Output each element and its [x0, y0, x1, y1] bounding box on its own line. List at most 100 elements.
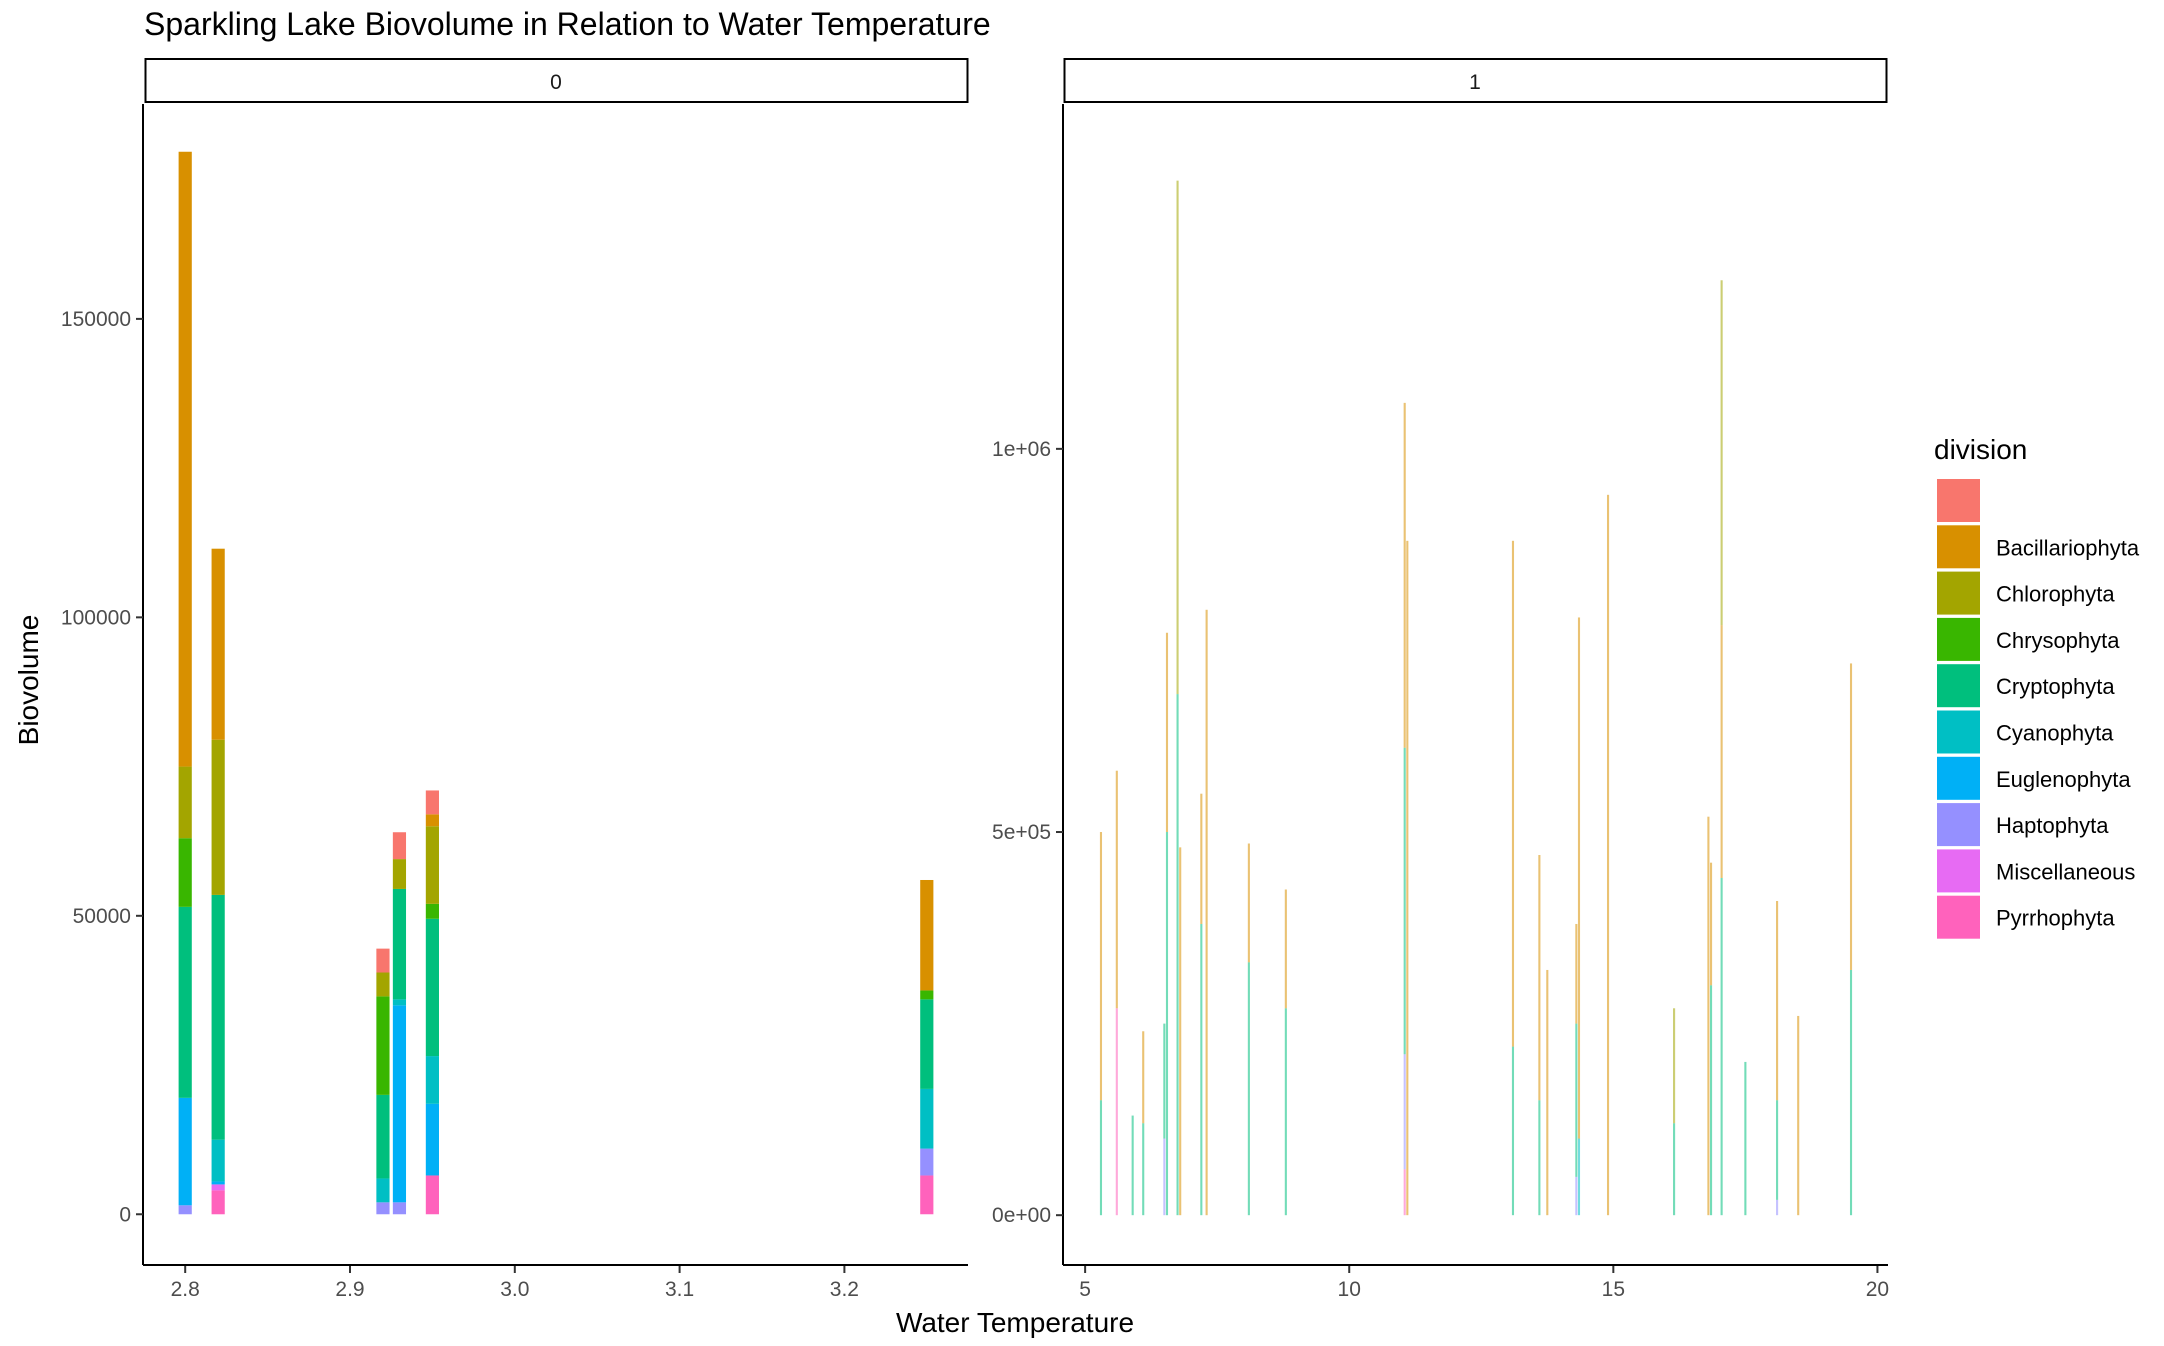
panel-1-bars	[1099, 180, 1853, 1216]
bar-segment-cryptophyta	[1538, 1100, 1541, 1216]
bar-segment-bacillariophyta	[211, 548, 225, 740]
legend-swatch	[1937, 479, 1980, 522]
chart-title: Sparkling Lake Biovolume in Relation to …	[144, 6, 991, 42]
facet-strip-0	[144, 58, 969, 103]
bar-segment-chlorophyta	[376, 972, 390, 997]
bar-segment-chrysophyta	[425, 903, 439, 919]
bar-segment-chlorophyta	[425, 826, 439, 904]
x-axis-title: Water Temperature	[896, 1307, 1134, 1338]
bar-segment-cryptophyta	[1720, 878, 1723, 1216]
legend-label: Cryptophyta	[1996, 674, 2115, 699]
bar-segment-bacillariophyta	[1849, 663, 1853, 970]
bar-segment-unlabeled	[376, 948, 390, 973]
bar-segment-bacillariophyta	[1200, 793, 1203, 924]
legend-label: Pyrrhophyta	[1996, 906, 2115, 931]
bar-segment-bacillariophyta	[425, 814, 439, 827]
bar-segment-bacillariophyta	[1284, 889, 1287, 1009]
bar-segment-cryptophyta	[1776, 1100, 1779, 1200]
bar-segment-cyanophyta	[392, 999, 407, 1006]
bar-segment-cryptophyta	[1142, 1123, 1145, 1216]
bar-segment-cryptophyta	[1099, 1100, 1103, 1216]
bar-segment-pyrrhophyta	[211, 1190, 225, 1215]
bar-segment-cryptophyta	[1511, 1046, 1515, 1216]
facet-strip-label-0: 0	[550, 71, 562, 94]
y-tick-label: 50000	[73, 905, 131, 928]
bar-segment-bacillariophyta	[1546, 969, 1549, 1216]
legend-label: Chlorophyta	[1996, 582, 2115, 607]
bar-segment-cryptophyta	[425, 918, 439, 1057]
legend-swatch	[1937, 664, 1980, 708]
bar-segment-bacillariophyta	[1179, 847, 1182, 1216]
bar-segment-chlorophyta	[1673, 1008, 1676, 1124]
legend-swatch	[1937, 571, 1980, 615]
bar-segment-cryptophyta	[211, 894, 225, 1140]
bar-segment-haptophyta	[1403, 1054, 1406, 1170]
bar-segment-cryptophyta	[1165, 832, 1169, 1216]
bar-segment-cyanophyta	[425, 1056, 439, 1104]
legend-label: Chrysophyta	[1996, 628, 2120, 653]
bar-segment-haptophyta	[178, 1205, 192, 1215]
bar-segment-bacillariophyta	[1538, 855, 1541, 1101]
bar-segment-pyrrhophyta	[920, 1175, 934, 1215]
bar-segment-chlorophyta	[211, 739, 225, 895]
bar-segment-pyrrhophyta	[425, 1175, 439, 1215]
facet-panel-1: 1 0e+00 5e+05 1e+06 5 10 15 20	[992, 58, 1889, 1301]
x-tick-label: 3.0	[500, 1278, 529, 1301]
bar-segment-chrysophyta	[376, 996, 390, 1095]
bar-segment-cryptophyta	[920, 999, 934, 1089]
bar-segment-chlorophyta	[1176, 180, 1179, 695]
bar-segment-cryptophyta	[1247, 962, 1250, 1216]
bar-segment-chrysophyta	[178, 838, 192, 907]
bar-segment-bacillariophyta	[1606, 494, 1610, 1216]
y-tick-label: 150000	[61, 308, 131, 331]
bar-segment-cryptophyta	[1673, 1123, 1676, 1216]
bar-segment-euglenophyta	[178, 1097, 192, 1206]
bar-segment-bacillariophyta	[1165, 632, 1169, 833]
legend-swatch	[1937, 803, 1980, 847]
legend-items: Bacillariophyta Chlorophyta Chrysophyta Cry…	[1937, 479, 2140, 939]
y-tick-label: 0e+00	[992, 1204, 1051, 1227]
bar-segment-bacillariophyta	[1511, 540, 1515, 1047]
bar-segment-chrysophyta	[920, 990, 934, 1000]
panel-1-ticks: 0e+00 5e+05 1e+06 5 10 15 20	[992, 438, 1889, 1301]
bar-segment-cryptophyta	[1849, 969, 1853, 1216]
bar-segment-cyanophyta	[1577, 1138, 1581, 1216]
bar-segment-bacillariophyta	[1707, 816, 1710, 1216]
bar-segment-cryptophyta	[1176, 694, 1179, 1216]
legend-label: Cyanophyta	[1996, 721, 2114, 746]
x-tick-label: 10	[1338, 1278, 1361, 1301]
bar-segment-bacillariophyta	[920, 879, 934, 991]
bar-segment-bacillariophyta	[1205, 609, 1208, 1216]
legend-title: division	[1934, 434, 2027, 465]
y-tick-label: 5e+05	[992, 821, 1051, 844]
x-tick-label: 5	[1079, 1278, 1091, 1301]
bar-segment-bacillariophyta	[1115, 770, 1118, 1009]
bar-segment-cyanophyta	[376, 1178, 390, 1203]
bar-segment-pyrrhophyta	[1115, 1008, 1118, 1216]
y-tick-label: 1e+06	[992, 438, 1051, 461]
x-tick-label: 2.8	[171, 1278, 200, 1301]
bar-segment-haptophyta	[1575, 1176, 1578, 1216]
bar-segment-haptophyta	[1776, 1199, 1779, 1216]
bar-segment-cryptophyta	[1284, 1008, 1287, 1216]
legend-swatch	[1937, 525, 1980, 569]
bar-segment-cyanophyta	[920, 1088, 934, 1149]
bar-segment-bacillariophyta	[1406, 540, 1409, 1216]
bar-segment-haptophyta	[392, 1202, 407, 1215]
legend-swatch	[1937, 849, 1980, 893]
bar-segment-cryptophyta	[1575, 1023, 1578, 1177]
bar-segment-haptophyta	[1163, 1138, 1166, 1216]
bar-segment-euglenophyta	[425, 1103, 439, 1176]
legend-label: Euglenophyta	[1996, 767, 2131, 792]
bar-segment-haptophyta	[376, 1202, 390, 1215]
bar-segment-bacillariophyta	[1577, 617, 1581, 1139]
facet-strip-1	[1063, 58, 1888, 103]
bar-segment-chlorophyta	[178, 766, 192, 839]
bar-segment-unlabeled	[425, 790, 439, 815]
legend-swatch	[1937, 617, 1980, 661]
bar-segment-cryptophyta	[1163, 1023, 1166, 1139]
bar-segment-cryptophyta	[1200, 923, 1203, 1216]
bar-segment-cryptophyta	[392, 888, 407, 1000]
bar-segment-bacillariophyta	[1720, 625, 1723, 878]
